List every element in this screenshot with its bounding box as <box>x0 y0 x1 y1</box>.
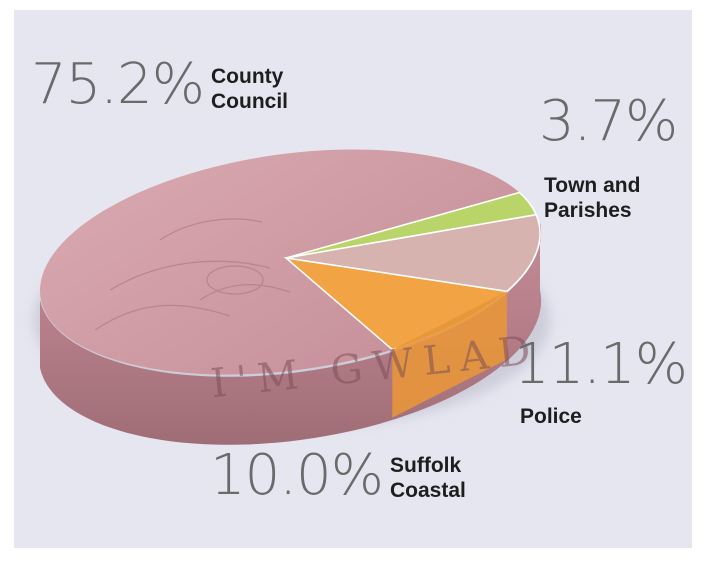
coin-engraving <box>94 218 291 331</box>
label-suffolk-coastal-line1: Suffolk <box>390 454 462 477</box>
label-town-parishes: Town and Parishes <box>544 173 640 223</box>
label-suffolk-coastal: Suffolk Coastal <box>390 453 466 503</box>
label-town-parishes-line1: Town and <box>544 174 641 197</box>
pct-county-council: 75.2% <box>31 52 205 117</box>
label-suffolk-coastal-line2: Coastal <box>390 479 466 502</box>
pct-town-parishes: 3.7% <box>539 89 678 154</box>
pie-slice-police <box>285 213 541 293</box>
pct-police: 11.1% <box>514 332 688 397</box>
pie-slice-suffolk-coastal-rim <box>392 291 507 418</box>
label-town-parishes-line2: Parishes <box>544 199 632 222</box>
label-county-council: County Council <box>211 64 288 114</box>
pct-suffolk-coastal: 10.0% <box>210 443 384 508</box>
label-county-council-line2: Council <box>211 90 288 113</box>
label-police: Police <box>520 405 582 428</box>
label-county-council-line1: County <box>211 65 284 88</box>
